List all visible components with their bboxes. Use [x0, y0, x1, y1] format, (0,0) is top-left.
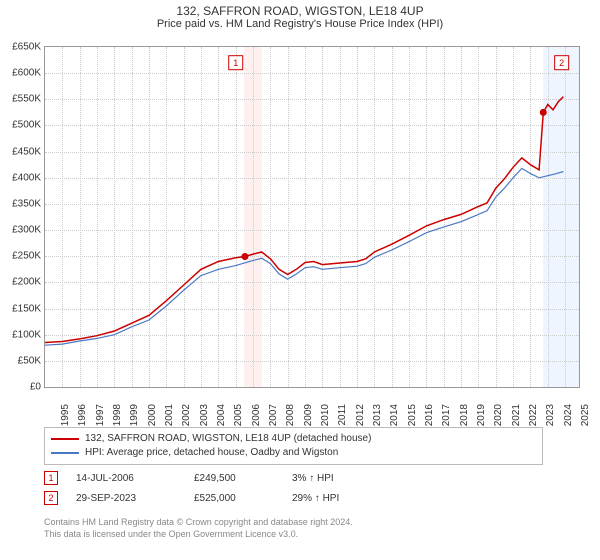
chart-marker-number: 1 — [233, 58, 238, 68]
transaction-date: 29-SEP-2023 — [76, 493, 176, 504]
transaction-marker-icon: 1 — [44, 471, 58, 485]
transaction-row: 1 14-JUL-2006 £249,500 3% ↑ HPI — [44, 468, 382, 488]
y-axis-label: £400K — [3, 172, 41, 183]
legend-item: HPI: Average price, detached house, Oadb… — [51, 446, 536, 460]
y-axis-label: £100K — [3, 329, 41, 340]
x-axis-label: 2025 — [580, 404, 591, 434]
footer-line: Contains HM Land Registry data © Crown c… — [44, 516, 353, 528]
y-axis-label: £650K — [3, 42, 41, 53]
transaction-row: 2 29-SEP-2023 £525,000 29% ↑ HPI — [44, 488, 382, 508]
legend-swatch — [51, 438, 79, 440]
chart-series-line — [45, 97, 563, 343]
y-axis-label: £350K — [3, 198, 41, 209]
y-axis-label: £0 — [3, 382, 41, 393]
y-axis-label: £150K — [3, 303, 41, 314]
y-axis-label: £300K — [3, 225, 41, 236]
legend-item: 132, SAFFRON ROAD, WIGSTON, LE18 4UP (de… — [51, 432, 536, 446]
y-axis-label: £550K — [3, 94, 41, 105]
y-axis-label: £250K — [3, 251, 41, 262]
transaction-price: £249,500 — [194, 473, 274, 484]
x-axis-label: 2023 — [545, 404, 556, 434]
price-chart: £0£50K£100K£150K£200K£250K£300K£350K£400… — [44, 46, 580, 388]
x-axis-label: 2024 — [563, 404, 574, 434]
y-axis-label: £600K — [3, 68, 41, 79]
y-axis-label: £50K — [3, 355, 41, 366]
chart-marker-dot — [540, 109, 547, 116]
transaction-list: 1 14-JUL-2006 £249,500 3% ↑ HPI 2 29-SEP… — [44, 468, 382, 508]
transaction-hpi-delta: 3% ↑ HPI — [292, 473, 382, 484]
transaction-price: £525,000 — [194, 493, 274, 504]
attribution-footer: Contains HM Land Registry data © Crown c… — [44, 516, 353, 540]
transaction-hpi-delta: 29% ↑ HPI — [292, 493, 382, 504]
footer-line: This data is licensed under the Open Gov… — [44, 528, 353, 540]
page-subtitle: Price paid vs. HM Land Registry's House … — [0, 18, 600, 34]
page-title: 132, SAFFRON ROAD, WIGSTON, LE18 4UP — [0, 0, 600, 18]
legend-label: 132, SAFFRON ROAD, WIGSTON, LE18 4UP (de… — [85, 432, 371, 446]
transaction-marker-icon: 2 — [44, 491, 58, 505]
chart-legend: 132, SAFFRON ROAD, WIGSTON, LE18 4UP (de… — [44, 427, 543, 465]
y-axis-label: £450K — [3, 146, 41, 157]
chart-marker-number: 2 — [559, 58, 564, 68]
y-axis-label: £500K — [3, 120, 41, 131]
chart-marker-dot — [241, 253, 248, 260]
y-axis-label: £200K — [3, 277, 41, 288]
transaction-date: 14-JUL-2006 — [76, 473, 176, 484]
chart-series-line — [45, 168, 563, 345]
legend-swatch — [51, 452, 79, 454]
legend-label: HPI: Average price, detached house, Oadb… — [85, 446, 338, 460]
